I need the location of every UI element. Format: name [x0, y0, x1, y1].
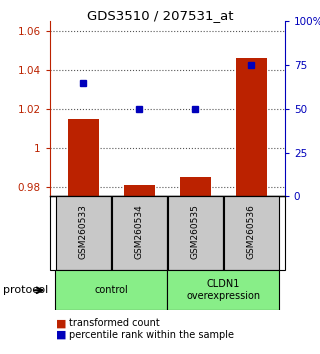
Bar [168, 196, 223, 270]
Text: GSM260533: GSM260533 [79, 204, 88, 259]
Text: GSM260534: GSM260534 [135, 205, 144, 259]
Text: ■: ■ [56, 318, 67, 328]
Bar [124, 185, 155, 196]
Text: protocol: protocol [3, 285, 48, 295]
Text: percentile rank within the sample: percentile rank within the sample [69, 330, 234, 339]
Text: GSM260536: GSM260536 [247, 204, 256, 259]
Text: CLDN1
overexpression: CLDN1 overexpression [186, 279, 260, 301]
Bar [224, 196, 279, 270]
Bar [68, 119, 99, 196]
Bar [112, 196, 167, 270]
Text: GSM260535: GSM260535 [191, 204, 200, 259]
Bar [180, 177, 211, 196]
Bar [236, 58, 267, 196]
Text: ■: ■ [56, 330, 67, 339]
Text: GDS3510 / 207531_at: GDS3510 / 207531_at [87, 9, 233, 22]
Text: transformed count: transformed count [69, 318, 160, 328]
Bar [56, 196, 111, 270]
Bar [55, 270, 167, 310]
Bar [167, 270, 279, 310]
Text: control: control [94, 285, 128, 295]
